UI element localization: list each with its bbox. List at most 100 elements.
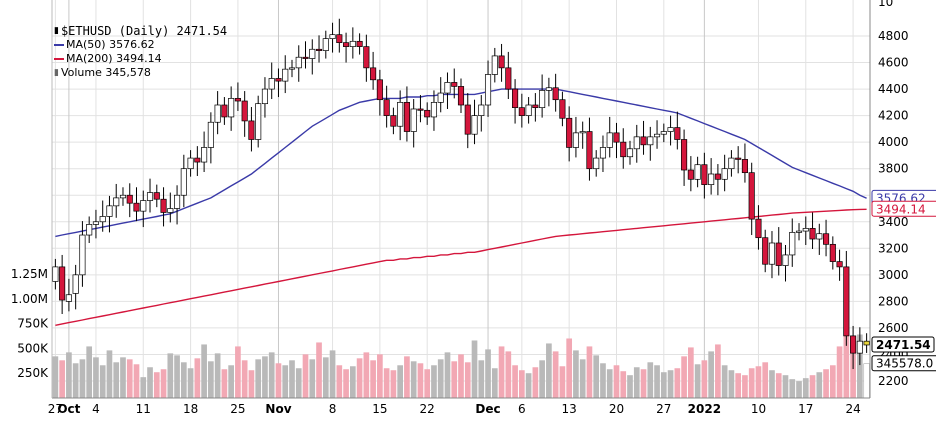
candlesticks — [52, 18, 870, 370]
volume-bar — [167, 353, 174, 398]
candle-body — [653, 133, 661, 138]
candle-body — [113, 197, 120, 207]
volume-bar — [316, 342, 322, 398]
candle-body — [221, 104, 228, 118]
candle-body — [106, 205, 113, 217]
candle-body — [789, 232, 796, 256]
candle-body — [593, 157, 600, 170]
candle-body — [363, 46, 370, 69]
volume-bar — [86, 346, 93, 398]
date-tick-label: 8 — [329, 402, 337, 416]
volume-bar — [721, 365, 728, 398]
candle-body — [539, 90, 546, 109]
candle-body — [248, 120, 255, 140]
volume-bar — [248, 370, 255, 398]
candle-body — [681, 139, 688, 171]
candle-body — [65, 294, 72, 302]
candle-body — [356, 40, 363, 47]
axes — [51, 0, 871, 399]
candle-body — [52, 266, 59, 282]
candle-body — [795, 230, 803, 233]
volume-bar — [228, 365, 234, 398]
volume-bar — [451, 361, 458, 398]
candle-body — [782, 254, 789, 266]
candle-body — [187, 157, 194, 170]
volume-bar — [174, 355, 180, 398]
date-tick-label: 27 — [656, 402, 671, 416]
candle-body — [708, 173, 715, 185]
legend-volume: Volume 345,578 — [60, 66, 151, 79]
volume-bar — [66, 352, 72, 398]
date-tick-label: 24 — [845, 402, 860, 416]
volume-bar — [620, 371, 627, 398]
candle-body — [775, 242, 782, 266]
volume-bar — [187, 368, 194, 398]
candle-body — [315, 48, 323, 51]
volume-bar — [282, 365, 289, 398]
price-tick-label: 3800 — [878, 162, 909, 176]
legend-ma200-row: MA(200) 3494.14 — [54, 52, 227, 66]
volume-bar — [701, 360, 708, 398]
volume-bar — [99, 365, 106, 398]
volume-bar — [444, 352, 451, 398]
volume-bar — [728, 370, 735, 398]
volume-bar — [126, 359, 133, 398]
volume-bar — [491, 368, 498, 398]
candle-body — [829, 243, 836, 262]
volume-bar — [390, 370, 397, 398]
volume-bar — [627, 375, 633, 398]
volume-bar — [295, 368, 302, 398]
candle-body — [424, 109, 431, 118]
candle-body — [349, 40, 356, 47]
candle-body — [735, 157, 742, 160]
price-tick-label: 4200 — [878, 109, 909, 123]
chart-legend: ▮ $ETHUSD (Daily) 2471.54 MA(50) 3576.62… — [54, 24, 227, 80]
volume-bar — [275, 363, 282, 398]
volume-bar — [464, 362, 471, 398]
candle-body — [748, 172, 755, 220]
candle-body — [228, 98, 235, 118]
date-tick-label: Oct — [57, 402, 80, 416]
volume-tick-label: 500K — [17, 341, 49, 355]
candle-body — [836, 261, 843, 268]
candle-body — [606, 132, 613, 148]
volume-bar — [559, 366, 566, 398]
volume-bar — [458, 354, 464, 398]
volume-bar — [349, 366, 356, 398]
candle-body — [451, 82, 458, 87]
candle-body — [721, 168, 728, 180]
candle-body — [295, 56, 302, 69]
price-tick-label: 2200 — [878, 374, 909, 388]
candle-body — [620, 141, 627, 158]
date-tick-label: 25 — [230, 402, 245, 416]
volume-bar — [715, 344, 721, 398]
date-tick-label: Dec — [475, 402, 500, 416]
volume-bar — [410, 361, 417, 398]
candle-body — [633, 136, 640, 150]
price-tick-label: 2800 — [878, 294, 909, 308]
volume-bar — [437, 359, 444, 398]
volume-bar — [377, 354, 383, 398]
date-tick-label: Nov — [265, 402, 291, 416]
volume-bar — [322, 357, 329, 398]
volume-bar — [654, 365, 660, 398]
date-tick-label: 4 — [92, 402, 100, 416]
candle-body — [498, 55, 505, 69]
volume-bar — [809, 375, 816, 398]
volume-bar — [262, 356, 268, 398]
candle-body — [410, 108, 417, 132]
volume-bar — [59, 360, 65, 398]
candle-body — [850, 335, 857, 354]
candle-body — [599, 147, 607, 159]
candle-body — [457, 86, 465, 106]
volume-bar — [829, 365, 836, 398]
candle-body — [728, 157, 735, 170]
volume-bar — [816, 372, 823, 398]
volume-bar — [640, 369, 647, 398]
candle-body — [241, 100, 248, 122]
legend-title: $ETHUSD (Daily) 2471.54 — [60, 24, 228, 38]
volume-bar — [140, 377, 147, 398]
candle-body — [762, 237, 769, 265]
